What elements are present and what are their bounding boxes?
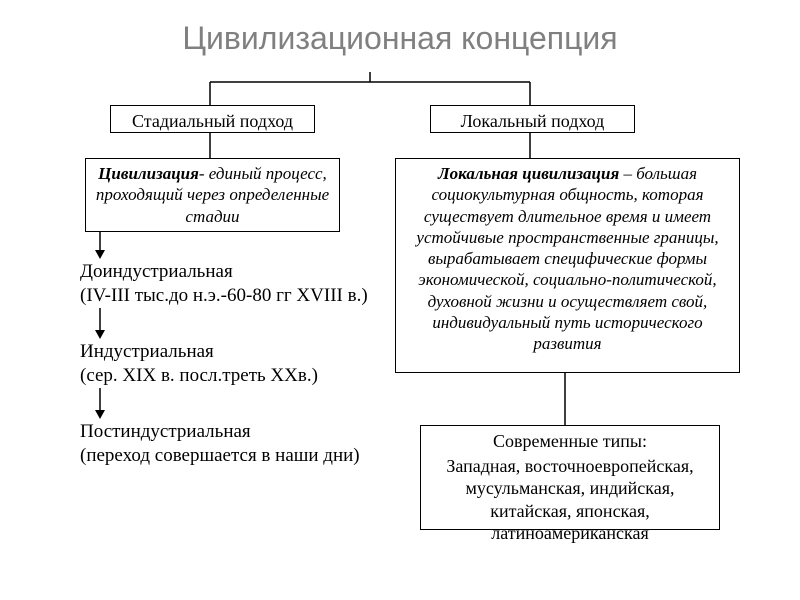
stadial-title-text: Стадиальный подход xyxy=(132,111,293,131)
stadial-def-term: Цивилизация xyxy=(98,164,199,183)
stage2-line1: Индустриальная xyxy=(80,340,318,364)
local-def-rest: – большая социокультурная общность, кото… xyxy=(416,164,718,353)
stadial-title-box: Стадиальный подход xyxy=(110,105,315,133)
stage3-line2: (переход совершается в наши дни) xyxy=(80,444,360,468)
types-box: Современные типы: Западная, восточноевро… xyxy=(420,425,720,530)
stage1: Доиндустриальная (IV-III тыс.до н.э.-60-… xyxy=(80,260,368,308)
stage2-line2: (сер. XIX в. посл.треть XXв.) xyxy=(80,364,318,388)
local-title-text: Локальный подход xyxy=(461,111,605,131)
stadial-def-box: Цивилизация- единый процесс, проходящий … xyxy=(85,158,340,232)
local-def-box: Локальная цивилизация – большая социокул… xyxy=(395,158,740,373)
page-title-text: Цивилизационная концепция xyxy=(182,20,617,56)
stage2: Индустриальная (сер. XIX в. посл.треть X… xyxy=(80,340,318,388)
stage1-line2: (IV-III тыс.до н.э.-60-80 гг XVIII в.) xyxy=(80,284,368,308)
arrow2-head xyxy=(95,330,105,339)
local-title-box: Локальный подход xyxy=(430,105,635,133)
types-body: Западная, восточноевропейская, мусульман… xyxy=(429,455,711,545)
arrow1-head xyxy=(95,250,105,259)
arrow3-head xyxy=(95,410,105,419)
local-def-term: Локальная цивилизация xyxy=(438,164,619,183)
types-heading: Современные типы: xyxy=(429,430,711,453)
stage3: Постиндустриальная (переход совершается … xyxy=(80,420,360,468)
page-title: Цивилизационная концепция xyxy=(0,20,800,57)
stage3-line1: Постиндустриальная xyxy=(80,420,360,444)
stage1-line1: Доиндустриальная xyxy=(80,260,368,284)
